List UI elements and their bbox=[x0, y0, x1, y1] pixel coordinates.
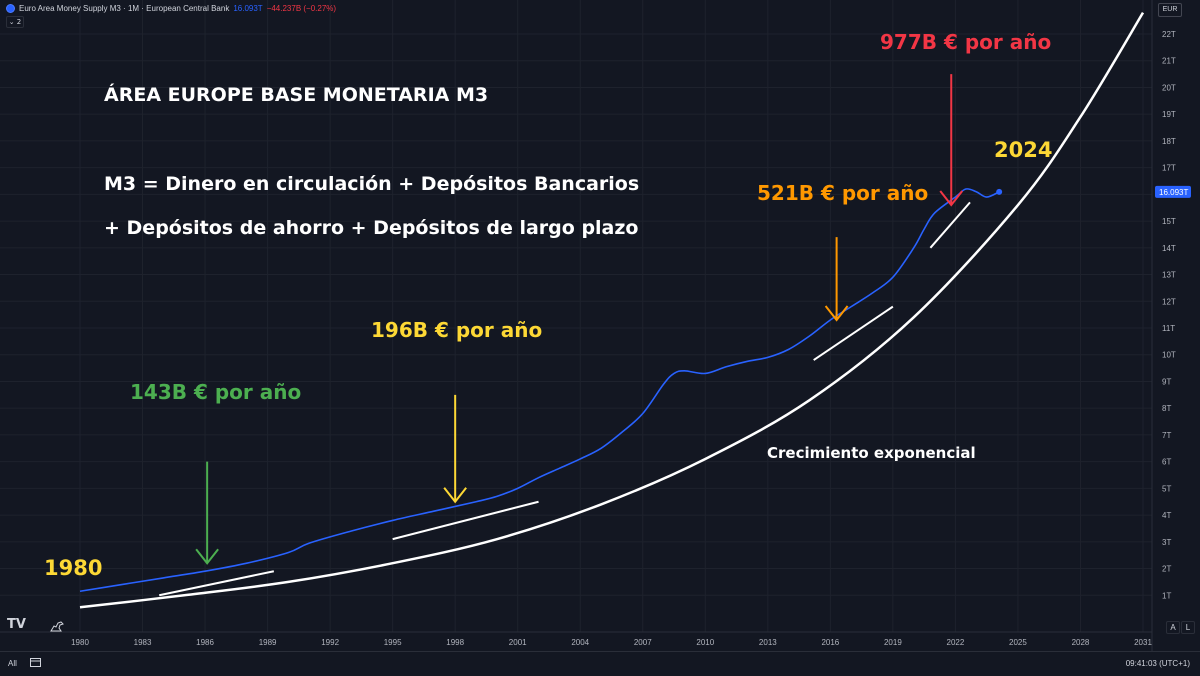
y-tick-label: 4T bbox=[1162, 511, 1171, 520]
x-tick-label: 1980 bbox=[71, 638, 89, 647]
year-label-end: 2024 bbox=[994, 138, 1053, 162]
year-label-start: 1980 bbox=[44, 556, 103, 580]
y-tick-label: 10T bbox=[1162, 351, 1176, 360]
chart-grid bbox=[0, 0, 1153, 651]
annotation-arrow-head bbox=[195, 548, 219, 565]
y-tick-label: 19T bbox=[1162, 110, 1176, 119]
y-tick-label: 14T bbox=[1162, 244, 1176, 253]
rate-label-2010s: 521B € por año bbox=[757, 181, 929, 205]
rate-label-1980s: 143B € por año bbox=[130, 380, 302, 404]
y-tick-label: 2T bbox=[1162, 565, 1171, 574]
y-tick-label: 8T bbox=[1162, 404, 1171, 413]
last-value-label: 16.093T bbox=[1155, 185, 1191, 198]
y-tick-label: 18T bbox=[1162, 137, 1176, 146]
annotation-arrow-head bbox=[824, 305, 849, 322]
x-tick-label: 2013 bbox=[759, 638, 777, 647]
formula-line-2: + Depósitos de ahorro + Depósitos de lar… bbox=[104, 217, 639, 239]
x-tick-label: 2004 bbox=[571, 638, 589, 647]
local-trend-line bbox=[813, 305, 894, 361]
annotation-arrow-head bbox=[443, 487, 467, 504]
y-axis[interactable]: 1T2T3T4T5T6T7T8T9T10T11T12T13T14T15T16T1… bbox=[1162, 30, 1176, 600]
x-tick-label: 2028 bbox=[1072, 638, 1090, 647]
x-tick-label: 1992 bbox=[321, 638, 339, 647]
local-trend-line bbox=[392, 500, 539, 541]
last-value: 16.093T bbox=[233, 4, 263, 13]
calendar-icon[interactable] bbox=[30, 657, 41, 667]
x-tick-label: 2001 bbox=[509, 638, 527, 647]
rate-label-2020s: 977B € por año bbox=[880, 30, 1052, 54]
bottom-toolbar: All 09:41:03 (UTC+1) bbox=[0, 651, 1200, 676]
local-trend-line bbox=[158, 570, 275, 597]
tradingview-logo-icon[interactable]: 𝗧𝗩 bbox=[7, 617, 26, 632]
x-tick-label: 2031 bbox=[1134, 638, 1152, 647]
y-tick-label: 20T bbox=[1162, 83, 1176, 92]
y-tick-label: 5T bbox=[1162, 484, 1171, 493]
y-tick-label: 6T bbox=[1162, 458, 1171, 467]
chart-annotation-title: ÁREA EUROPE BASE MONETARIA M3 bbox=[104, 84, 489, 106]
y-tick-label: 7T bbox=[1162, 431, 1171, 440]
currency-button[interactable]: EUR bbox=[1158, 3, 1182, 17]
x-tick-label: 2010 bbox=[696, 638, 714, 647]
y-tick-label: 15T bbox=[1162, 217, 1176, 226]
y-tick-label: 1T bbox=[1162, 591, 1171, 600]
y-tick-label: 21T bbox=[1162, 57, 1176, 66]
collapse-indicators-button[interactable]: ⌄ 2 bbox=[6, 16, 24, 28]
y-tick-label: 17T bbox=[1162, 164, 1176, 173]
annotation-arrow-head bbox=[939, 190, 964, 207]
dino-icon[interactable] bbox=[50, 620, 64, 632]
y-tick-label: 11T bbox=[1162, 324, 1175, 333]
clock-timezone[interactable]: 09:41:03 (UTC+1) bbox=[1125, 659, 1190, 668]
y-tick-label: 22T bbox=[1162, 30, 1176, 39]
x-tick-label: 2016 bbox=[821, 638, 839, 647]
x-tick-label: 1989 bbox=[259, 638, 277, 647]
y-tick-label: 9T bbox=[1162, 377, 1171, 386]
range-all-button[interactable]: All bbox=[8, 659, 17, 668]
x-tick-label: 1998 bbox=[446, 638, 464, 647]
series-last-point bbox=[996, 188, 1003, 195]
symbol-logo-icon bbox=[6, 4, 15, 13]
local-trend-line bbox=[929, 201, 971, 249]
change-value: −44.237B (−0.27%) bbox=[266, 4, 337, 13]
x-tick-label: 1986 bbox=[196, 638, 214, 647]
formula-line-1: M3 = Dinero en circulación + Depósitos B… bbox=[104, 173, 640, 195]
y-tick-label: 12T bbox=[1162, 297, 1176, 306]
x-tick-label: 2022 bbox=[947, 638, 965, 647]
x-tick-label: 2007 bbox=[634, 638, 652, 647]
symbol-title[interactable]: Euro Area Money Supply M3 · 1M · Europea… bbox=[19, 4, 230, 13]
m3-chart[interactable]: 1T2T3T4T5T6T7T8T9T10T11T12T13T14T15T16T1… bbox=[0, 0, 1200, 651]
chart-legend-header[interactable]: Euro Area Money Supply M3 · 1M · Europea… bbox=[6, 4, 336, 13]
x-axis[interactable]: 1980 1983 1986 1989 1992 1995 1998 2001 2004 2007… bbox=[71, 638, 1152, 647]
curve-label: Crecimiento exponencial bbox=[767, 444, 976, 462]
x-tick-label: 2025 bbox=[1009, 638, 1027, 647]
local-trend-lines bbox=[158, 201, 971, 597]
log-scale-button[interactable]: L bbox=[1181, 621, 1195, 634]
y-tick-label: 3T bbox=[1162, 538, 1171, 547]
y-tick-label: 13T bbox=[1162, 271, 1176, 280]
x-tick-label: 1995 bbox=[384, 638, 402, 647]
rate-label-1990s: 196B € por año bbox=[371, 318, 543, 342]
x-tick-label: 2019 bbox=[884, 638, 902, 647]
exponential-trend-curve bbox=[79, 11, 1145, 609]
annotation-arrows bbox=[195, 74, 964, 565]
auto-scale-button[interactable]: A bbox=[1166, 621, 1180, 634]
last-value-tag-text: 16.093T bbox=[1159, 188, 1188, 197]
m3-series-line bbox=[79, 188, 1000, 593]
x-tick-label: 1983 bbox=[134, 638, 152, 647]
last-value-tag bbox=[1155, 185, 1191, 198]
